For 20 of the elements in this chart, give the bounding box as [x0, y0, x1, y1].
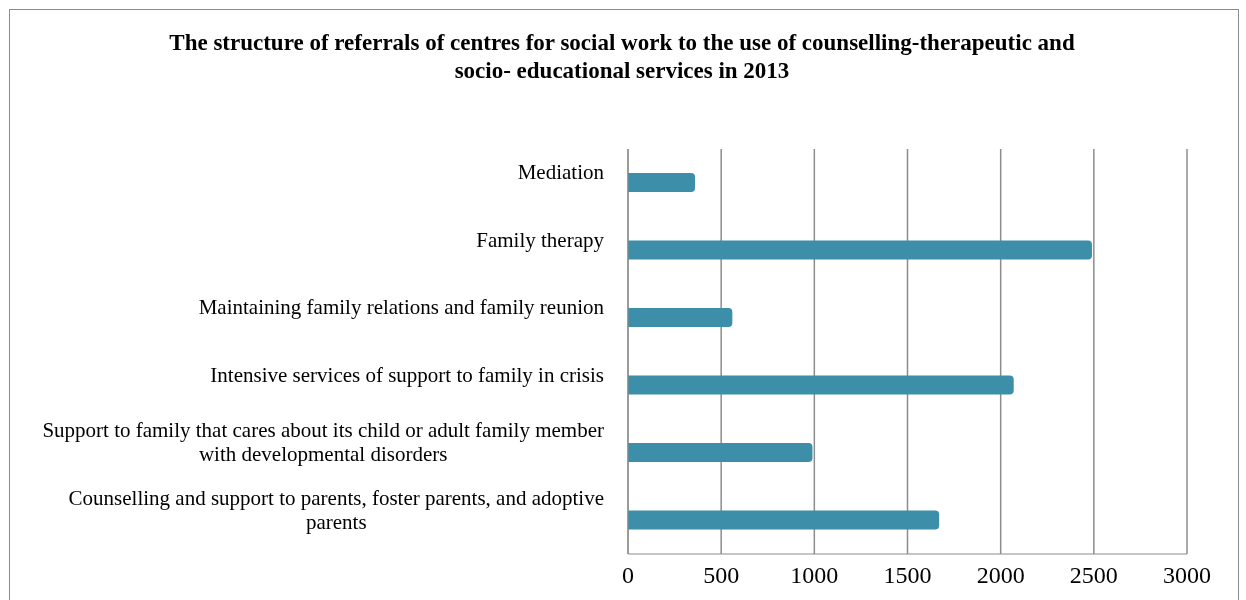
x-tick-label: 0 — [622, 562, 634, 589]
y-tick-label: Support to family that cares about its child or adult family member with developmental disorders — [42, 418, 604, 467]
bar — [628, 443, 813, 462]
bar — [628, 173, 696, 192]
x-tick-label: 1000 — [790, 562, 839, 589]
x-tick-label: 2500 — [1069, 562, 1118, 589]
bar — [628, 375, 1014, 395]
y-tick-label: Mediation — [517, 160, 605, 185]
y-tick-label: Counselling and support to parents, foster parents, and adoptive parents — [68, 485, 604, 534]
x-tick-label: 500 — [703, 562, 740, 589]
x-tick-label: 2000 — [976, 562, 1025, 589]
bar — [628, 510, 940, 530]
bar — [628, 308, 733, 327]
y-tick-label: Intensive services of support to family in crisis — [210, 362, 604, 387]
y-tick-label: Family therapy — [476, 227, 605, 252]
x-tick-label: 1500 — [883, 562, 932, 589]
y-tick-label: Maintaining family relations and family reunion — [198, 295, 605, 320]
x-tick-label: 3000 — [1163, 562, 1211, 589]
bar — [628, 240, 1092, 260]
chart-title: The structure of referrals of centres for social work to the use of counselling-therapeutic and socio- educational services in 2013 — [168, 29, 1076, 85]
